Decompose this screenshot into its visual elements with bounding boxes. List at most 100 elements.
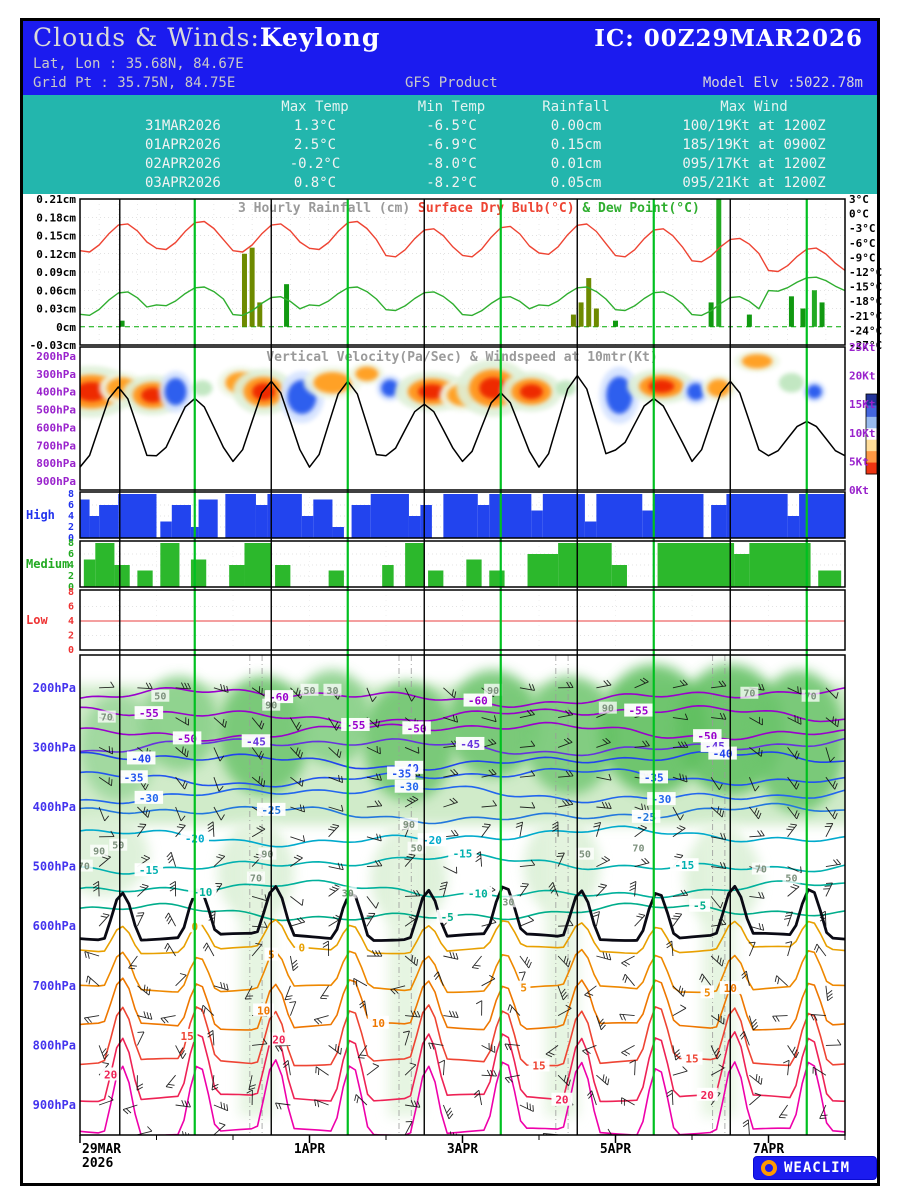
wind-barb — [428, 1042, 444, 1046]
temp-contour--25 — [80, 802, 845, 825]
daily-summary-table: Max Temp Min Temp Rainfall Max Wind 31MA… — [23, 95, 877, 194]
cloud-axis-label: Low — [26, 613, 48, 627]
wind-barb — [711, 923, 727, 927]
wind-barb — [443, 773, 459, 778]
p2-right-tick: 5Kt — [849, 455, 869, 468]
cell-max_wind: 095/21Kt at 1200Z — [682, 175, 826, 191]
wind-barb — [98, 776, 112, 787]
wind-barb — [582, 1044, 597, 1052]
wind-barb — [405, 1015, 421, 1018]
wind-barb — [672, 1045, 677, 1061]
x-tick-label: 1APR — [294, 1142, 325, 1157]
wind-barb — [711, 717, 727, 720]
wind-barb — [366, 836, 382, 842]
wind-barb — [710, 955, 723, 967]
contour-label: 20 — [701, 1089, 714, 1102]
contour-label: -20 — [422, 834, 442, 847]
wind-barb — [390, 985, 406, 991]
wind-barb — [364, 1000, 368, 1016]
wind-barb — [481, 921, 497, 927]
p1-right-tick: 0°C — [849, 208, 869, 221]
rain-bar — [241, 253, 247, 327]
rh-column — [388, 824, 422, 1117]
init-condition-label: IC: 00Z29MAR2026 — [594, 25, 863, 52]
wind-barb — [672, 1134, 674, 1135]
cloud-bar — [531, 510, 543, 538]
cloud-axis-label: Medium — [26, 557, 69, 571]
wind-barb — [328, 806, 344, 812]
wind-barb — [749, 1074, 762, 1085]
cloud-tick: 0 — [68, 645, 74, 656]
wind-barb — [443, 717, 458, 723]
wind-barb — [621, 1045, 635, 1053]
wind-barb — [213, 1104, 228, 1112]
vv-blob-blue — [164, 378, 187, 406]
wind-barb — [175, 825, 186, 838]
cell-date: 02APR2026 — [145, 156, 221, 172]
wind-barb — [519, 775, 535, 778]
wind-barb — [624, 973, 635, 987]
p2-left-tick: 500hPa — [36, 404, 76, 417]
wind-barb — [825, 1044, 841, 1046]
cell-max_temp: -0.2°C — [289, 156, 341, 172]
cloud-tick: 4 — [68, 616, 74, 627]
wind-barb — [634, 745, 650, 748]
table-row: 31MAR2026 1.3°C -6.5°C 0.00cm 100/19Kt at 12… — [23, 117, 877, 136]
panel-cloud-high — [80, 492, 845, 538]
cloud-bar — [225, 494, 256, 538]
wind-barb — [98, 881, 100, 897]
cell-date: 01APR2026 — [145, 137, 221, 153]
rh-label: 70 — [755, 865, 767, 876]
wind-barb — [591, 1090, 597, 1106]
cloud-bar — [99, 505, 119, 538]
vv-blob-red — [141, 387, 165, 403]
wind-barb — [289, 955, 294, 971]
cell-max_temp: 2.5°C — [293, 137, 337, 153]
wind-barb — [211, 1075, 215, 1091]
bg-left-tick: 900hPa — [33, 1098, 76, 1112]
cloud-axis-label: High — [26, 508, 55, 522]
cloud-tick: 2 — [68, 571, 74, 582]
wind-barb — [787, 1060, 790, 1076]
cloud-bar — [244, 543, 272, 587]
cell-rainfall: 0.05cm — [550, 175, 602, 191]
wind-barb — [206, 942, 215, 957]
wind-barb — [328, 1134, 330, 1135]
wind-barb — [404, 917, 418, 927]
cloud-bar — [332, 527, 344, 538]
panel-border — [79, 589, 846, 651]
wind-barb — [672, 827, 686, 838]
p2-left-tick: 900hPa — [36, 475, 76, 488]
wind-barb — [213, 911, 216, 927]
wind-barb — [175, 747, 188, 758]
wind-barb — [701, 973, 712, 987]
temp-contour--5 — [80, 902, 845, 922]
panel-cross-section — [80, 655, 845, 1135]
vv-blob-orange — [707, 379, 731, 398]
wind-barb — [596, 1074, 608, 1086]
contour-label: -15 — [139, 864, 159, 877]
wind-barb — [213, 777, 220, 792]
vv-blob-orange — [355, 366, 379, 382]
vv-blob-red — [418, 384, 446, 400]
contour-label: 10 — [372, 1017, 385, 1030]
contour-label: -50 — [177, 732, 197, 745]
contour-label: 0 — [299, 942, 306, 955]
p1-left-tick: 0.15cm — [36, 230, 76, 243]
wind-barb — [404, 1030, 410, 1046]
p2-left-tick: 300hPa — [36, 368, 76, 381]
temp-contour-0.5 — [80, 884, 845, 942]
wind-barb — [251, 717, 262, 730]
wind-barb — [328, 886, 341, 897]
wind-barb — [175, 1104, 191, 1108]
contour-label: -5 — [441, 911, 454, 924]
wind-barb — [558, 714, 573, 719]
wind-barb — [168, 912, 176, 927]
wind-barb — [671, 940, 674, 957]
contour-label: 20 — [272, 1033, 285, 1046]
wind-barb — [98, 1045, 105, 1060]
weaclim-badge[interactable]: WEACLIM — [753, 1156, 877, 1180]
cloud-bar — [382, 565, 394, 587]
vv-blob-blue — [807, 384, 822, 399]
